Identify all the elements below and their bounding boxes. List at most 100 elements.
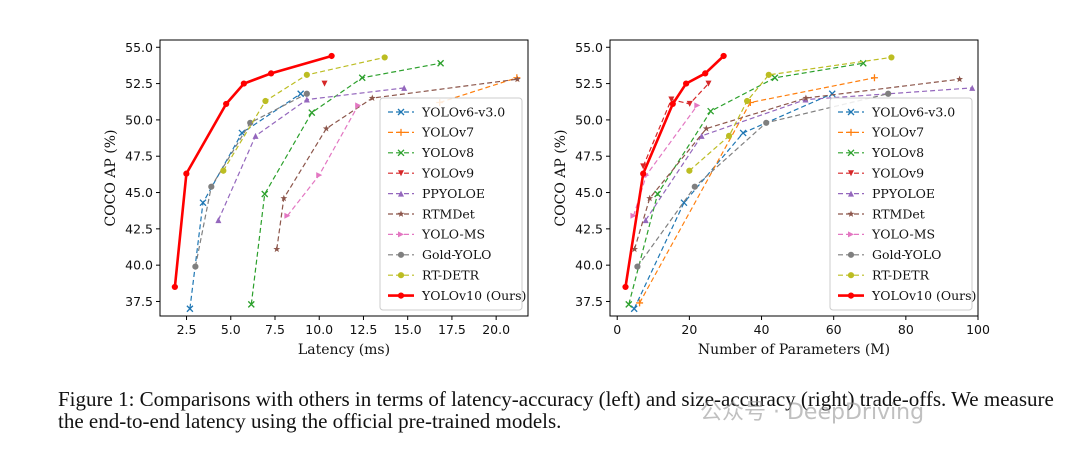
x-tick-label: 12.5 <box>350 322 378 337</box>
data-point <box>303 71 310 78</box>
data-point <box>321 80 328 87</box>
legend-label: YOLOv8 <box>421 145 474 160</box>
data-point <box>303 96 310 103</box>
series-ppyoloe <box>642 84 976 224</box>
series-yolo-ms <box>284 102 362 219</box>
x-axis-label: Number of Parameters (M) <box>698 342 890 358</box>
legend-marker <box>848 170 854 177</box>
series-line <box>439 77 518 104</box>
legend-label: YOLO-MS <box>871 227 935 242</box>
data-point <box>220 167 227 174</box>
data-point <box>625 300 633 308</box>
legend: YOLOv6-v3.0 YOLOv7 YOLOv8 YOLOv9 PPYOLOE RTMD… <box>379 97 526 311</box>
x-tick-label: 20 <box>681 322 697 337</box>
data-point <box>303 90 310 97</box>
y-tick-label: 47.5 <box>125 149 153 164</box>
legend-label: RTMDet <box>872 206 925 221</box>
data-point <box>720 52 727 60</box>
x-tick-label: 10.0 <box>305 322 333 337</box>
legend-marker <box>847 272 855 279</box>
data-point <box>702 70 709 77</box>
legend-label: YOLOv6-v3.0 <box>871 104 955 119</box>
axes-frame <box>609 39 979 317</box>
legend-entry: Gold-YOLO <box>388 247 491 262</box>
x-tick-label: 7.5 <box>265 322 285 337</box>
data-point <box>238 129 246 137</box>
data-point <box>642 217 649 224</box>
series-yolov10-ours- <box>171 52 335 291</box>
data-point <box>743 97 751 105</box>
series-rtmdet <box>631 75 964 253</box>
chart-parameters: 0 20 40 60 80 100 37.5 40.0 42.5 45.0 47.5 50.0 52.5… <box>553 39 990 358</box>
legend-label: PPYOLOE <box>872 186 935 201</box>
legend-label: YOLOv9 <box>421 166 474 181</box>
data-point <box>694 102 701 109</box>
legend-entry: YOLOv6-v3.0 <box>388 104 505 119</box>
legend-entry: RT-DETR <box>838 268 930 283</box>
series-yolov10-ours- <box>622 52 727 291</box>
series-yolov9 <box>321 80 328 87</box>
data-point <box>355 102 362 109</box>
series-rtmdet <box>273 75 521 253</box>
series-line <box>645 87 973 221</box>
legend-marker <box>847 149 855 157</box>
data-point <box>183 170 190 177</box>
y-tick-label: 55.0 <box>125 40 153 55</box>
legend-entry: YOLOv8 <box>388 145 474 160</box>
data-point <box>273 245 281 253</box>
data-point <box>630 212 637 219</box>
data-point <box>401 84 408 91</box>
legend-entry: YOLOv10 (Ours) <box>838 288 976 303</box>
data-point <box>297 90 305 98</box>
series-line <box>194 93 308 267</box>
y-tick-label: 40.0 <box>575 258 603 273</box>
legend-label: Gold-YOLO <box>872 247 941 262</box>
plot-area <box>622 52 976 313</box>
data-point <box>284 212 291 219</box>
legend-label: PPYOLOE <box>422 186 485 201</box>
data-point <box>654 190 662 198</box>
x-axis-label: Latency (ms) <box>298 342 390 358</box>
data-point <box>702 125 710 132</box>
series-yolov9 <box>640 80 712 170</box>
data-point <box>215 217 222 224</box>
legend-label: YOLOv9 <box>871 166 924 181</box>
x-tick-label: 40 <box>754 322 770 337</box>
data-point <box>631 245 638 253</box>
data-point <box>763 119 770 126</box>
legend-marker <box>847 210 855 217</box>
y-tick-label: 37.5 <box>575 294 603 309</box>
series-line <box>633 78 960 250</box>
data-point <box>686 167 693 174</box>
watermark: 公众号 · DeepDriving <box>700 400 925 425</box>
legend-entry: Gold-YOLO <box>838 247 941 262</box>
legend-label: YOLOv7 <box>871 125 924 140</box>
legend-entry: YOLOv9 <box>388 166 474 181</box>
axes-frame <box>159 39 529 317</box>
data-point <box>691 183 698 190</box>
series-yolov7 <box>636 74 878 307</box>
y-tick-label: 50.0 <box>575 112 603 127</box>
x-tick-label: 100 <box>966 322 990 337</box>
data-point <box>630 305 638 313</box>
y-tick-label: 47.5 <box>575 149 603 164</box>
y-tick-label: 52.5 <box>575 76 603 91</box>
legend-marker <box>847 251 855 258</box>
series-line <box>286 105 359 217</box>
legend-marker <box>397 128 405 136</box>
data-point <box>640 170 647 177</box>
data-point <box>322 125 330 132</box>
legend-box <box>379 97 523 311</box>
data-point <box>683 80 690 87</box>
data-point <box>328 52 335 60</box>
legend-marker <box>847 292 855 299</box>
legend-entry: RTMDet <box>388 206 475 221</box>
data-point <box>262 97 269 105</box>
data-point <box>885 90 892 97</box>
legend-label: YOLO-MS <box>421 227 485 242</box>
y-tick-label: 50.0 <box>125 112 153 127</box>
legend-marker <box>398 190 404 197</box>
legend-entry: RTMDet <box>838 206 925 221</box>
legend-label: YOLOv10 (Ours) <box>421 288 526 303</box>
